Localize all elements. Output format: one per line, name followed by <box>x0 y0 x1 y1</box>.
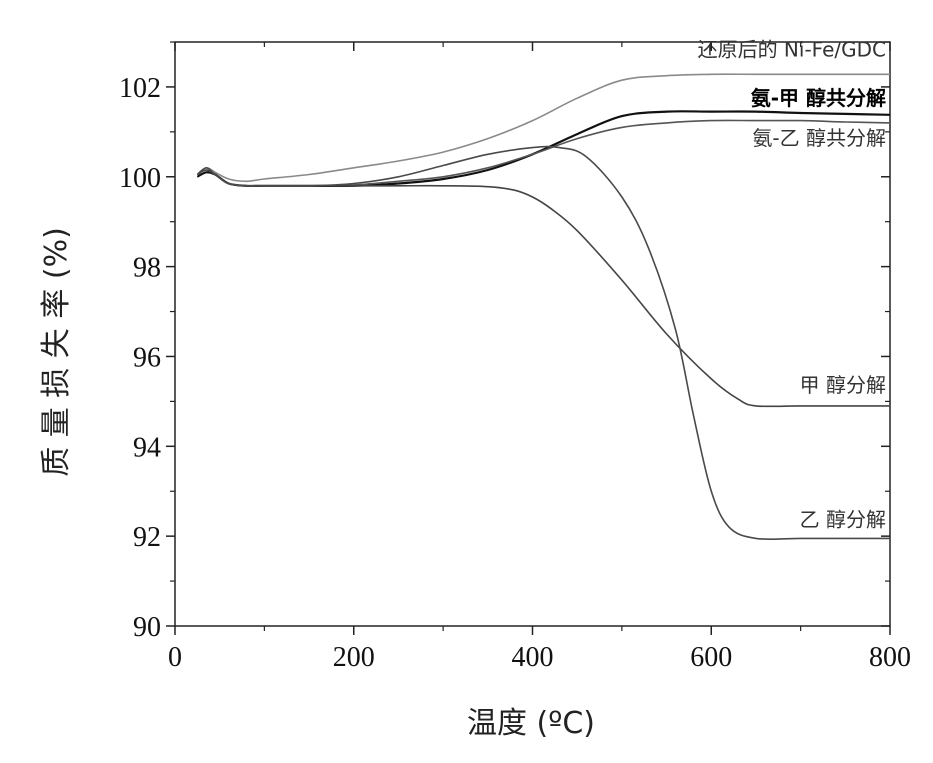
y-tick-label: 96 <box>133 342 161 373</box>
y-tick-label: 98 <box>133 253 161 284</box>
series-label-3: 氨-乙 醇共分解 <box>752 126 886 150</box>
x-tick-label: 200 <box>333 642 375 673</box>
series-label-2: 氨-甲 醇共分解 <box>751 86 886 110</box>
x-tick-label: 400 <box>512 642 554 673</box>
y-tick-label: 92 <box>133 522 161 553</box>
series-label-5: 乙 醇分解 <box>800 507 886 531</box>
series-label-1: 还原后的 Ni-Fe/GDC <box>698 37 886 61</box>
x-tick-label: 0 <box>168 642 182 673</box>
plot-area: 0 200 400 600 800 90 92 94 96 98 100 102 还原后的 Ni-Fe/… <box>119 37 911 673</box>
y-tick-label: 100 <box>119 163 161 194</box>
x-tick-label: 800 <box>869 642 911 673</box>
y-axis-title: 质 量 损 失 率 (%) <box>39 227 74 477</box>
series-label-4: 甲 醇分解 <box>800 373 886 397</box>
series-line-4 <box>197 170 890 406</box>
y-tick-label: 102 <box>119 73 161 104</box>
series-line-5 <box>197 147 890 540</box>
y-tick-label: 94 <box>133 432 161 463</box>
x-tick-label: 600 <box>690 642 732 673</box>
y-tick-label: 90 <box>133 612 161 643</box>
x-axis-title: 温度 (ºC) <box>467 706 595 741</box>
